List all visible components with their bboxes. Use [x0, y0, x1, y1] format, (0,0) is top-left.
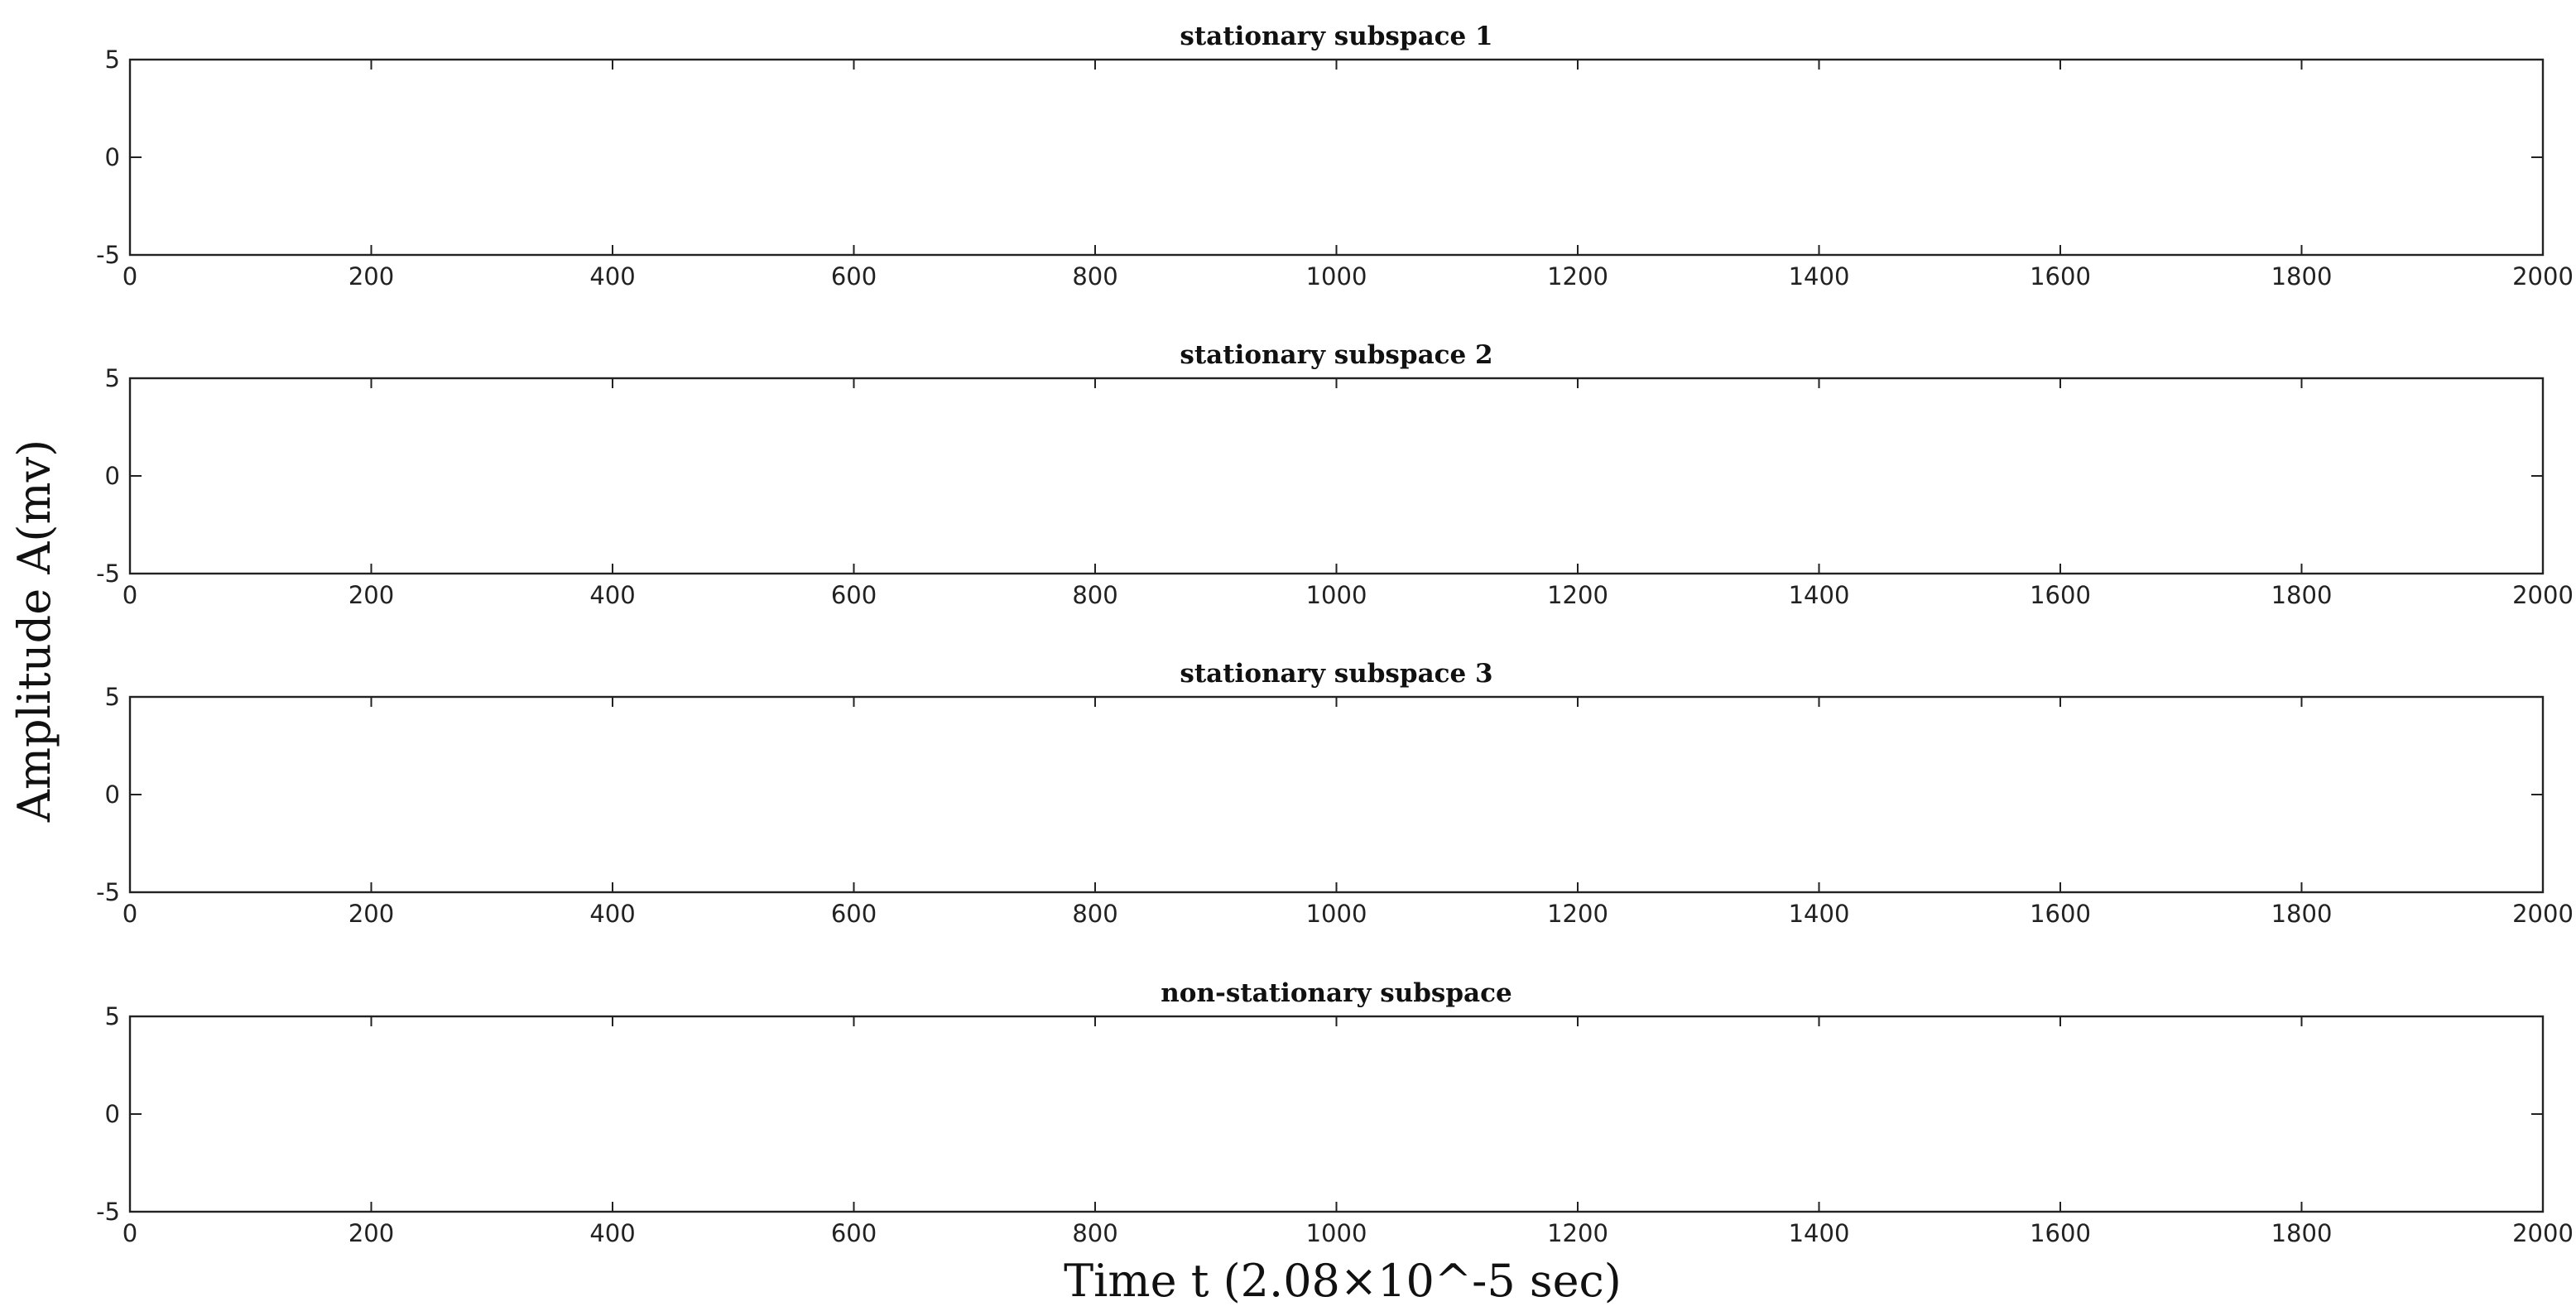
chart-panel: stationary subspace 1 0 200 400 600 800 1000 12… [96, 22, 2574, 291]
x-tick-label: 200 [348, 1219, 394, 1247]
x-tick-label: 1400 [1789, 262, 1850, 291]
x-tick-label: 1200 [1547, 581, 1608, 609]
x-tick-label: 0 [123, 900, 137, 928]
panel-title: stationary subspace 2 [1180, 340, 1492, 370]
x-tick-label: 800 [1072, 262, 1117, 291]
x-tick-label: 600 [831, 900, 877, 928]
y-axis-label: Amplitude A(mv) [8, 439, 60, 823]
x-tick-label: 1600 [2030, 900, 2091, 928]
x-tick-label: 600 [831, 581, 877, 609]
x-tick-label: 2000 [2512, 262, 2574, 291]
axes-frame [128, 695, 2545, 894]
chart-panel: stationary subspace 2 0 200 400 600 800 1000 12… [96, 340, 2574, 609]
x-tick-label: 0 [123, 262, 137, 291]
y-tick-label: 0 [105, 1100, 120, 1128]
x-tick-label: 1400 [1789, 1219, 1850, 1247]
x-tick-label: 1800 [2271, 581, 2333, 609]
x-tick-label: 400 [589, 900, 635, 928]
axes-frame [128, 1015, 2545, 1213]
x-tick-label: 600 [831, 262, 877, 291]
x-tick-label: 400 [589, 581, 635, 609]
chart-panel: stationary subspace 3 0 200 400 600 800 1000 12… [96, 659, 2574, 928]
x-axis-label: Time t (2.08×10^-5 sec) [1064, 1255, 1622, 1307]
x-tick-label: 1800 [2271, 262, 2333, 291]
x-tick-label: 1600 [2030, 1219, 2091, 1247]
x-tick-label: 1200 [1547, 262, 1608, 291]
y-tick-label: 0 [105, 462, 120, 490]
x-tick-label: 800 [1072, 581, 1117, 609]
x-tick-label: 2000 [2512, 900, 2574, 928]
x-tick-label: 600 [831, 1219, 877, 1247]
x-tick-label: 1200 [1547, 900, 1608, 928]
y-tick-label: 0 [105, 143, 120, 171]
panels: stationary subspace 1 0 200 400 600 800 1000 12… [96, 22, 2574, 1247]
y-tick-label: 5 [105, 1002, 120, 1030]
x-tick-label: 1000 [1306, 1219, 1367, 1247]
x-tick-label: 1200 [1547, 1219, 1608, 1247]
panel-title: non-stationary subspace [1161, 978, 1512, 1008]
chart-panel: non-stationary subspace 0 200 400 600 800 1000… [96, 978, 2574, 1247]
x-tick-label: 400 [589, 1219, 635, 1247]
x-tick-label: 1800 [2271, 1219, 2333, 1247]
y-tick-label: -5 [96, 241, 120, 269]
y-tick-label: -5 [96, 560, 120, 588]
x-tick-label: 1000 [1306, 581, 1367, 609]
y-tick-label: 5 [105, 683, 120, 711]
panel-title: stationary subspace 3 [1180, 659, 1492, 689]
x-tick-label: 1000 [1306, 900, 1367, 928]
x-tick-label: 0 [123, 581, 137, 609]
axes-frame [128, 377, 2545, 575]
y-tick-label: 5 [105, 46, 120, 74]
x-tick-label: 1600 [2030, 262, 2091, 291]
x-tick-label: 400 [589, 262, 635, 291]
x-tick-label: 1400 [1789, 900, 1850, 928]
x-tick-label: 200 [348, 900, 394, 928]
y-tick-label: -5 [96, 878, 120, 906]
panel-title: stationary subspace 1 [1180, 22, 1492, 51]
axes-frame [128, 58, 2545, 257]
x-tick-label: 200 [348, 262, 394, 291]
y-tick-label: 5 [105, 364, 120, 392]
x-tick-label: 800 [1072, 1219, 1117, 1247]
x-tick-label: 0 [123, 1219, 137, 1247]
x-tick-label: 1000 [1306, 262, 1367, 291]
y-tick-label: -5 [96, 1198, 120, 1226]
x-tick-label: 2000 [2512, 581, 2574, 609]
x-tick-label: 2000 [2512, 1219, 2574, 1247]
x-tick-label: 800 [1072, 900, 1117, 928]
x-tick-label: 1400 [1789, 581, 1850, 609]
y-tick-label: 0 [105, 780, 120, 809]
x-tick-label: 1800 [2271, 900, 2333, 928]
x-tick-label: 200 [348, 581, 394, 609]
x-tick-label: 1600 [2030, 581, 2091, 609]
